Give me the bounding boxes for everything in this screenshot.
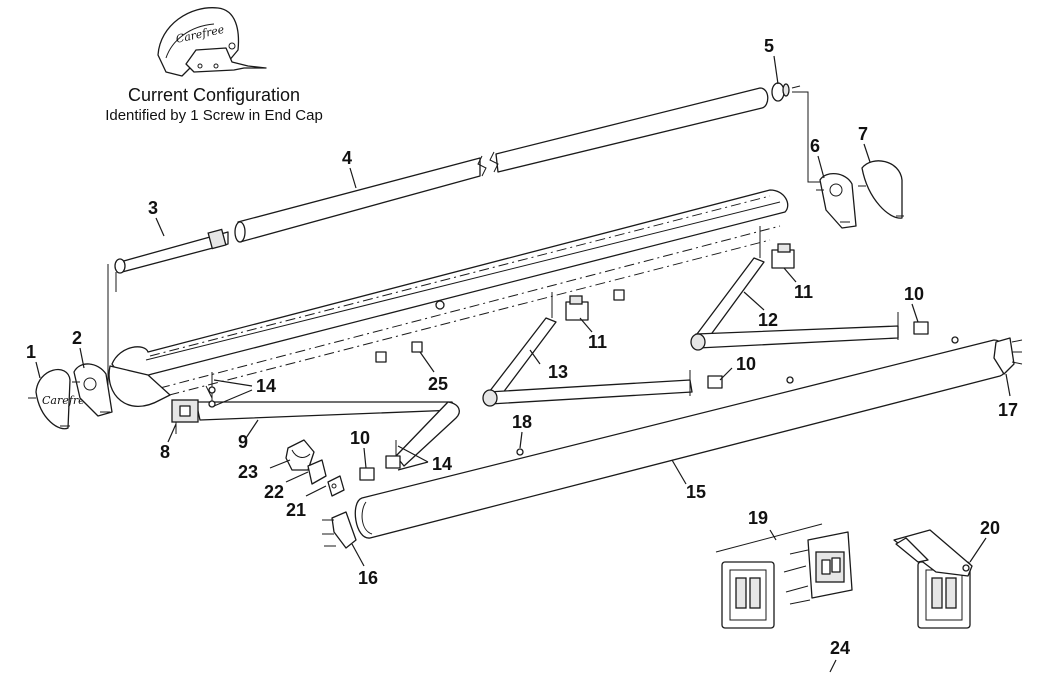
callout-21: 21 <box>286 500 306 520</box>
callout-23: 23 <box>238 462 258 482</box>
leader-lines <box>35 55 1011 673</box>
callout-14b: 14 <box>432 454 452 474</box>
callout-24: 24 <box>830 638 850 658</box>
lead-rail <box>354 336 1009 539</box>
center-arm-assembly <box>482 292 723 407</box>
small-hardware <box>285 439 524 497</box>
callout-10a: 10 <box>350 428 370 448</box>
callout-13: 13 <box>548 362 568 382</box>
callout-2: 2 <box>72 328 82 348</box>
callout-19: 19 <box>748 508 768 528</box>
end-cap-logo-illustration <box>157 7 267 77</box>
callout-12: 12 <box>758 310 778 330</box>
left-end-cap: Carefree <box>28 363 113 430</box>
callout-10b: 10 <box>736 354 756 374</box>
switch-assembly <box>715 523 853 629</box>
left-arm-assembly <box>171 372 460 469</box>
callout-3: 3 <box>148 198 158 218</box>
page-subtitle: Identified by 1 Screw in End Cap <box>105 107 323 124</box>
callout-20: 20 <box>980 518 1000 538</box>
switch-with-cover <box>893 529 973 629</box>
callout-16: 16 <box>358 568 378 588</box>
right-end-cap <box>816 160 904 229</box>
callout-18: 18 <box>512 412 532 432</box>
callout-11a: 11 <box>588 332 607 352</box>
lead-rail-end-caps <box>322 337 1023 549</box>
roller-tube <box>107 82 801 398</box>
callout-11b: 11 <box>794 282 813 302</box>
callout-8: 8 <box>160 442 170 462</box>
right-arm-assembly <box>690 226 929 351</box>
callout-1: 1 <box>26 342 36 362</box>
callout-10c: 10 <box>904 284 924 304</box>
callout-7: 7 <box>858 124 868 144</box>
page-title: Current Configuration <box>128 85 300 105</box>
callout-6: 6 <box>810 136 820 156</box>
callout-5: 5 <box>764 36 774 56</box>
callout-17: 17 <box>998 400 1018 420</box>
awning-canopy <box>108 189 789 407</box>
callout-labels: 1 2 3 4 5 6 7 8 9 10 10 10 11 11 12 13 1… <box>26 36 1018 658</box>
callout-25: 25 <box>428 374 448 394</box>
callout-9: 9 <box>238 432 248 452</box>
callout-22: 22 <box>264 482 284 502</box>
callout-14a: 14 <box>256 376 276 396</box>
callout-15: 15 <box>686 482 706 502</box>
callout-4: 4 <box>342 148 352 168</box>
